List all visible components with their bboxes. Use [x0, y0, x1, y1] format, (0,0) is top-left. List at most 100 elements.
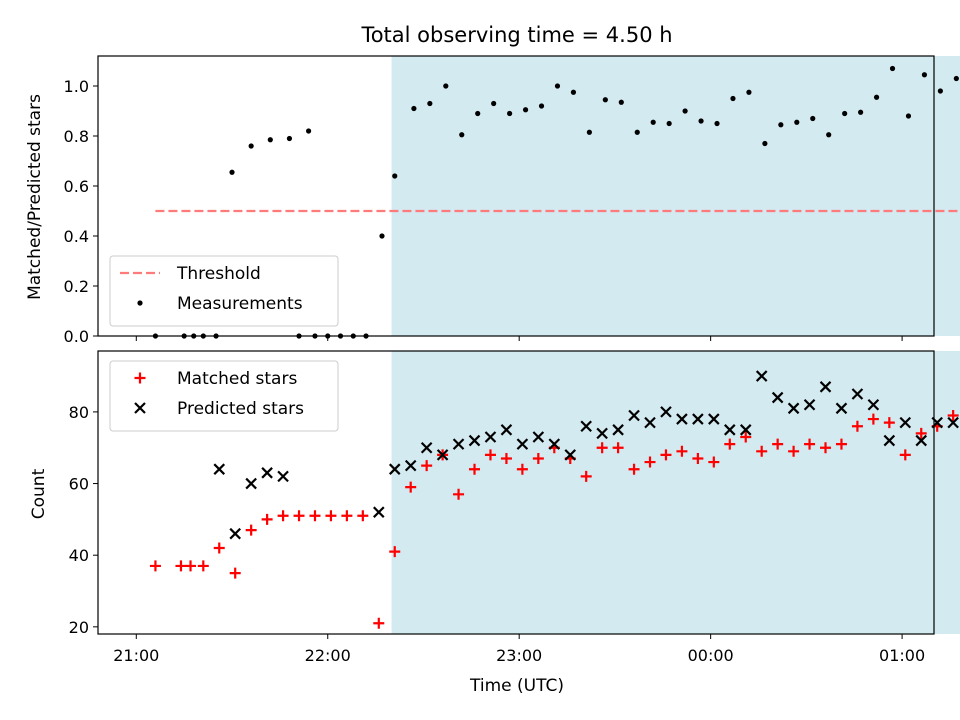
y-tick-label: 0.4 — [64, 227, 89, 246]
data-point — [538, 103, 545, 109]
data-point — [392, 173, 398, 179]
data-point — [248, 143, 254, 149]
data-point — [730, 95, 736, 102]
data-point — [772, 438, 784, 450]
data-point — [644, 416, 656, 429]
data-point — [185, 560, 197, 572]
data-point — [245, 477, 257, 490]
data-point — [666, 120, 672, 127]
data-point — [612, 424, 624, 436]
data-point — [650, 119, 656, 125]
y-tick-label: 80 — [69, 403, 89, 422]
data-point — [676, 413, 688, 425]
data-point — [229, 169, 235, 175]
data-point — [443, 83, 449, 89]
data-point — [261, 513, 273, 525]
data-point — [436, 449, 449, 461]
data-point — [373, 506, 385, 518]
data-point — [771, 391, 784, 404]
data-point — [804, 438, 816, 450]
data-point — [293, 510, 305, 522]
data-point — [468, 434, 481, 447]
data-point — [867, 413, 879, 425]
axes-frame — [97, 55, 935, 337]
data-point — [883, 417, 895, 429]
data-point — [714, 120, 720, 127]
data-point — [826, 132, 832, 138]
data-point — [507, 110, 513, 117]
data-point — [516, 463, 528, 475]
data-point — [915, 434, 928, 447]
data-point — [778, 122, 784, 128]
x-tick-label: 22:00 — [305, 646, 351, 665]
data-point — [873, 94, 880, 100]
data-point — [405, 481, 417, 493]
data-point — [548, 438, 561, 450]
data-point — [286, 135, 293, 142]
y-tick-label: 40 — [69, 546, 89, 565]
data-point — [459, 132, 465, 138]
data-point — [692, 452, 704, 464]
data-point — [803, 398, 816, 411]
data-point — [149, 560, 161, 572]
data-point — [724, 438, 736, 450]
data-point — [341, 510, 353, 522]
data-point — [245, 524, 257, 536]
data-point — [229, 567, 241, 579]
data-point — [937, 88, 943, 94]
data-point — [740, 431, 752, 443]
data-point — [899, 449, 911, 461]
data-point — [500, 452, 512, 464]
data-point — [389, 546, 401, 558]
y-tick-label: 60 — [69, 475, 89, 494]
data-point — [819, 381, 832, 393]
data-point — [820, 442, 832, 454]
data-point — [580, 470, 592, 482]
data-point — [835, 438, 847, 450]
data-point — [612, 442, 624, 454]
data-point — [516, 438, 529, 450]
top-panel: 0.0 0.2 0.4 0.6 0.8 1.0 Threshold Measurements — [64, 55, 960, 346]
legend-box — [109, 360, 339, 432]
data-point — [698, 118, 704, 124]
observing-window-shade — [391, 351, 960, 634]
data-point — [835, 402, 848, 415]
data-point — [915, 427, 927, 439]
data-point — [889, 65, 896, 72]
data-point — [787, 402, 800, 415]
data-point — [842, 110, 848, 117]
data-point — [522, 107, 529, 113]
x-tick-label: 00:00 — [688, 646, 734, 665]
y-tick-label: 0.2 — [64, 277, 89, 296]
data-point — [851, 420, 863, 432]
data-point — [810, 115, 816, 122]
legend-swatch — [134, 372, 146, 384]
series-matched-stars — [149, 409, 959, 629]
legend-label: Predicted stars — [177, 399, 304, 419]
legend-swatch — [137, 300, 143, 306]
series-predicted-stars — [213, 370, 959, 540]
bottom-y-axis-label: Count — [29, 468, 49, 519]
data-point — [602, 97, 608, 103]
data-point — [267, 137, 273, 143]
data-point — [500, 424, 513, 436]
legend-swatch — [134, 402, 146, 414]
data-point — [899, 416, 912, 429]
data-point — [762, 140, 768, 147]
data-point — [491, 100, 497, 107]
data-point — [953, 75, 959, 82]
data-point — [379, 233, 385, 239]
data-point — [277, 470, 289, 483]
legend-label: Measurements — [177, 294, 303, 314]
data-point — [427, 100, 433, 107]
data-point — [554, 83, 561, 89]
data-point — [229, 527, 241, 540]
data-point — [947, 409, 959, 421]
chart-title: Total observing time = 4.50 h — [360, 23, 672, 47]
data-point — [404, 459, 417, 472]
data-point — [794, 119, 800, 125]
data-point — [411, 105, 417, 112]
data-point — [628, 463, 640, 475]
legend: Threshold Measurements — [109, 255, 339, 327]
